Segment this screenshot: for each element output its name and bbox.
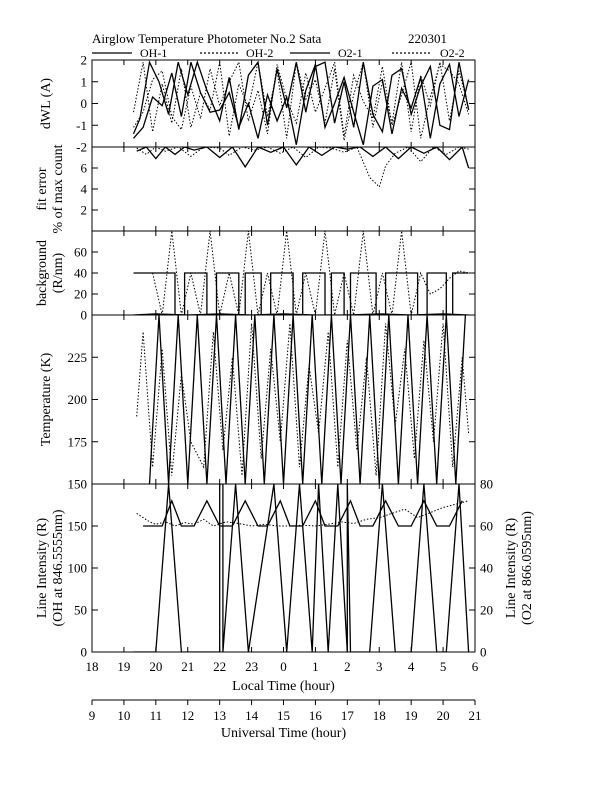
panel-frame — [91, 314, 476, 485]
data-series-line — [136, 323, 470, 476]
local-time-tick-label: 20 — [149, 659, 162, 674]
local-time-tick-label: 4 — [408, 659, 415, 674]
ut-tick-label: 10 — [117, 708, 130, 723]
y-right-axis-label: Line Intensity (R) — [504, 518, 519, 619]
ut-tick-label: 18 — [373, 708, 386, 723]
chart-panels: -2 -1 0 1 2 dWL (A) 2 4 6 fit error% of max count… — [35, 53, 535, 660]
local-time-tick-label: 1 — [312, 659, 319, 674]
local-time-tick-label: 6 — [472, 659, 479, 674]
ut-axis-label: Universal Time (hour) — [221, 726, 347, 741]
y-tick-label: 1 — [81, 74, 88, 89]
y-axis-label: (OH at 846.5555nm) — [51, 509, 66, 626]
chart-title: Airglow Temperature Photometer No.2 Sata — [92, 31, 322, 46]
data-series-line — [133, 62, 470, 145]
local-time-tick-label: 22 — [213, 659, 226, 674]
panel-frame — [91, 146, 476, 232]
legend-label: OH-1 — [140, 46, 167, 60]
y-tick-label: 2 — [81, 53, 88, 68]
y-tick-label: 6 — [81, 161, 88, 176]
panel-series — [136, 315, 470, 484]
local-time-tick-label: 19 — [117, 659, 130, 674]
y-axis-label: fit error — [35, 167, 50, 210]
ut-tick-label: 15 — [277, 708, 290, 723]
local-time-tick-label: 0 — [280, 659, 287, 674]
y-tick-label: 0 — [81, 308, 88, 323]
ut-tick-label: 12 — [181, 708, 194, 723]
y-tick-label: 60 — [74, 245, 87, 260]
y-axis-label: (R/nm) — [51, 252, 66, 293]
data-series-line — [148, 315, 467, 484]
y-tick-label: 175 — [68, 434, 88, 449]
y-axis-label: Temperature (K) — [39, 352, 54, 446]
ut-tick-label: 11 — [150, 708, 163, 723]
local-time-tick-label: 18 — [86, 659, 99, 674]
chart-legend: OH-1 OH-2 O2-1 O2-2 — [92, 46, 465, 60]
y-right-tick-label: 0 — [480, 645, 487, 660]
y-tick-label: 0 — [81, 96, 88, 111]
local-time-axis-label: Local Time (hour) — [232, 679, 335, 694]
ut-tick-label: 14 — [245, 708, 259, 723]
y-tick-label: 20 — [74, 287, 87, 302]
legend-label: OH-2 — [246, 46, 273, 60]
chart-date: 220301 — [408, 31, 447, 46]
local-time-tick-label: 21 — [181, 659, 194, 674]
y-tick-label: 2 — [81, 203, 88, 218]
legend-label: O2-1 — [338, 46, 363, 60]
y-tick-label: 150 — [68, 477, 88, 492]
y-right-tick-label: 80 — [480, 477, 493, 492]
data-series-line — [133, 484, 470, 652]
panel-temperature: 150 175 200 225 Temperature (K) — [39, 314, 476, 492]
y-tick-label: 0 — [81, 645, 88, 660]
panel-series — [133, 231, 469, 315]
y-axis-label: background — [35, 240, 50, 306]
panel-series — [133, 484, 470, 652]
y-tick-label: 100 — [68, 561, 88, 576]
y-tick-label: 200 — [68, 392, 88, 407]
ut-tick-label: 13 — [213, 708, 226, 723]
panel-background: 0 20 40 60 background (R/nm) — [35, 230, 476, 323]
ut-tick-label: 19 — [405, 708, 418, 723]
data-series-line — [133, 62, 470, 141]
data-series-line — [152, 231, 469, 315]
ut-tick-label: 9 — [89, 708, 96, 723]
local-time-tick-label: 23 — [245, 659, 258, 674]
data-series-line — [143, 498, 463, 527]
y-tick-label: -2 — [76, 140, 87, 155]
ut-tick-label: 21 — [469, 708, 482, 723]
y-tick-label: -1 — [76, 118, 87, 133]
local-time-tick-label: 2 — [344, 659, 351, 674]
data-series-line — [132, 60, 470, 135]
ut-tick-label: 16 — [309, 708, 323, 723]
y-tick-label: 40 — [74, 266, 87, 281]
y-right-axis-label: (O2 at 866.0595nm) — [520, 511, 535, 625]
panel-dwl: -2 -1 0 1 2 dWL (A) — [39, 53, 476, 155]
data-series-line — [136, 147, 470, 169]
y-right-tick-label: 60 — [480, 519, 493, 534]
y-tick-label: 50 — [74, 603, 87, 618]
y-right-tick-label: 20 — [480, 603, 493, 618]
legend-label: O2-2 — [440, 46, 465, 60]
ut-tick-label: 20 — [437, 708, 450, 723]
ut-tick-label: 17 — [341, 708, 355, 723]
y-tick-label: 225 — [68, 350, 88, 365]
panel-series — [136, 147, 470, 188]
y-right-tick-label: 40 — [480, 561, 493, 576]
panel-fit_error: 2 4 6 fit error% of max count — [35, 144, 476, 234]
data-series-line — [136, 147, 469, 188]
local-time-tick-label: 5 — [440, 659, 447, 674]
y-axis-label: Line Intensity (R) — [35, 518, 50, 619]
y-tick-label: 4 — [81, 182, 88, 197]
local-time-tick-label: 3 — [376, 659, 383, 674]
data-series-line — [133, 272, 469, 315]
data-series-line — [136, 500, 469, 527]
y-axis-label: % of max count — [51, 144, 66, 233]
y-axis-label: dWL (A) — [39, 78, 54, 130]
y-tick-label: 150 — [68, 519, 88, 534]
panel-series — [132, 60, 470, 145]
